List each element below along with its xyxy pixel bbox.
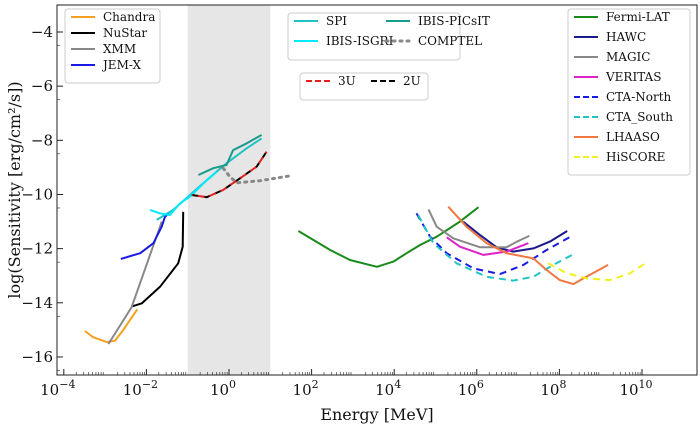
x-tick-label: 106 <box>458 378 484 399</box>
series-chandra <box>84 308 139 344</box>
legend-label: CTA_South <box>606 110 673 124</box>
y-tick-label: −16 <box>21 348 53 366</box>
series-lhaaso <box>447 206 609 286</box>
legend-label: NuStar <box>103 26 147 40</box>
x-tick-label: 10−4 <box>40 378 75 399</box>
y-tick-label: −4 <box>31 23 53 41</box>
y-tick-label: −6 <box>31 77 53 95</box>
x-tick-label: 104 <box>375 378 401 399</box>
legend-label: MAGIC <box>606 50 650 64</box>
series-3u <box>191 151 268 199</box>
series-cta-south <box>417 214 573 282</box>
legend-label: Chandra <box>103 10 155 24</box>
series-magic <box>427 208 530 249</box>
y-tick-label: −12 <box>21 240 53 258</box>
legend-label: VERITAS <box>605 70 661 84</box>
legend-label: IBIS-ISGRI <box>326 34 394 48</box>
legend-top-center: SPI IBIS-PICsIT IBIS-ISGRI COMPTEL <box>287 12 490 61</box>
series-ibis-picsit <box>197 134 263 176</box>
series-hawc <box>462 220 568 253</box>
series-jem-x <box>120 212 170 260</box>
series-cta-north <box>415 212 574 276</box>
series-fermi-lat <box>297 206 480 268</box>
legend-label: LHAASO <box>606 130 660 144</box>
legend-label: JEM-X <box>101 58 141 72</box>
series-nustar <box>131 211 185 308</box>
legend-label: XMM <box>103 42 136 56</box>
y-axis-label: log(Sensitivity [erg/cm²/s]) <box>5 81 24 298</box>
legend-label: 3U <box>338 74 356 88</box>
legend-top-left: Chandra NuStar XMM JEM-X <box>64 8 161 84</box>
legend-label: CTA-North <box>606 90 672 104</box>
legend-label: 2U <box>403 74 421 88</box>
x-tick-label: 102 <box>293 378 319 399</box>
shaded-band <box>187 5 271 375</box>
legend-label: HiSCORE <box>606 150 665 164</box>
x-axis-label: Energy [MeV] <box>320 405 433 424</box>
y-tick-label: −8 <box>31 131 53 149</box>
series-hiscore <box>547 260 649 282</box>
legend-box <box>299 72 429 101</box>
series-comptel <box>221 166 290 185</box>
legend-label: IBIS-PICsIT <box>418 14 490 28</box>
legend-label: Fermi-LAT <box>606 10 670 24</box>
legends: Chandra NuStar XMM JEM-X SPI IBIS-PICsIT IBIS-… <box>64 8 691 176</box>
x-tick-label: 108 <box>540 378 566 399</box>
series-ibis-isgri <box>149 170 218 217</box>
legend-label: SPI <box>326 14 347 28</box>
x-tick-label: 10−2 <box>123 378 158 399</box>
legend-top-right: Fermi-LAT HAWC MAGIC VERITAS CTA-North CTA_So… <box>567 8 691 176</box>
x-tick-label: 1010 <box>619 378 652 399</box>
legend-label: HAWC <box>606 30 646 44</box>
legend-label: COMPTEL <box>418 34 482 48</box>
plot-frame <box>56 4 698 376</box>
series-layer <box>84 134 649 345</box>
legend-box <box>567 8 691 176</box>
series-xmm <box>107 221 163 345</box>
axis-ticks: 10−4 10−2 100 102 104 106 108 1010 −4 −6 −8 −10 −12 −… <box>21 23 652 399</box>
y-tick-label: −10 <box>21 185 53 203</box>
series-veritas <box>446 236 529 256</box>
x-tick-label: 100 <box>210 378 236 399</box>
legend-box <box>287 12 461 61</box>
y-tick-label: −14 <box>21 294 53 312</box>
legend-upper-center: 3U 2U <box>299 72 429 101</box>
